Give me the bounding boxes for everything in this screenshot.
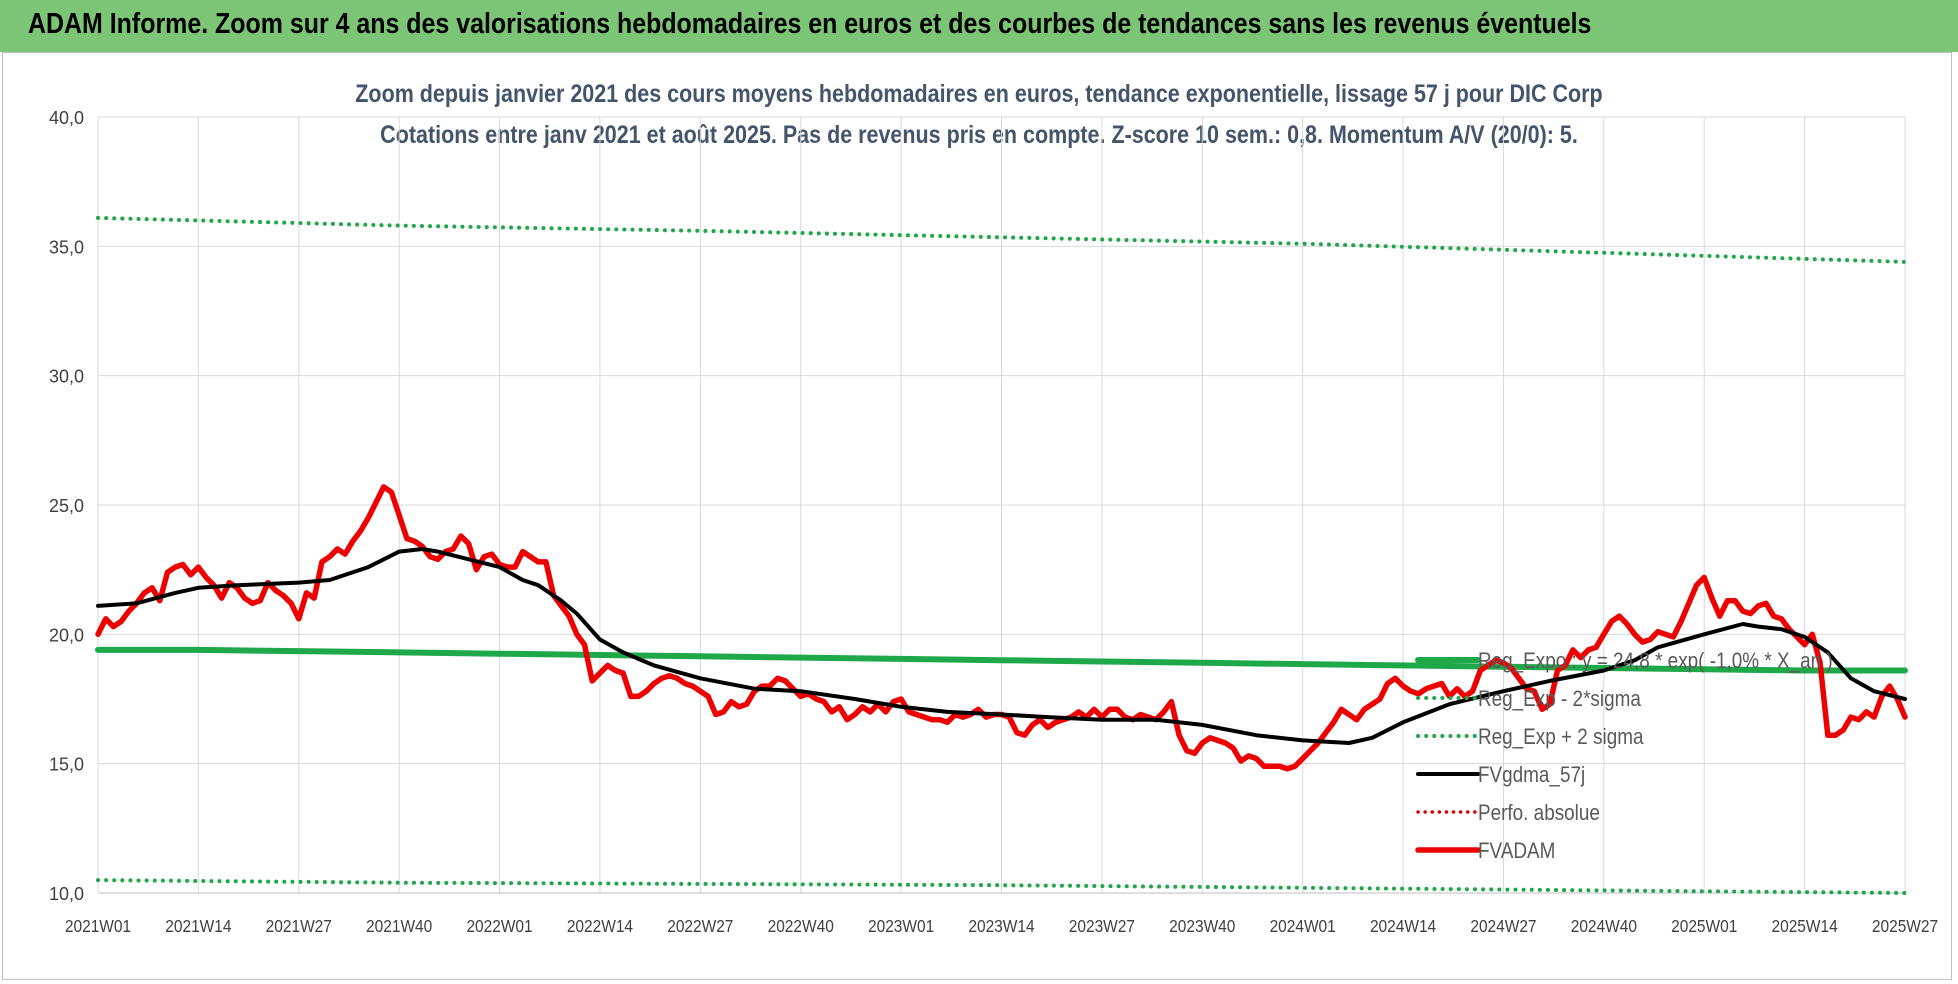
y-tick-label: 25,0 <box>49 496 84 516</box>
header-title: ADAM Informe. Zoom sur 4 ans des valoris… <box>28 8 1592 40</box>
x-tick-label: 2023W40 <box>1169 916 1235 936</box>
legend-label: FVgdma_57j <box>1478 763 1585 788</box>
series-fvgdma-57j <box>96 547 1907 745</box>
chart-panel <box>2 52 1952 980</box>
chart-title-line-1: Zoom depuis janvier 2021 des cours moyen… <box>355 80 1603 108</box>
x-tick-label: 2021W01 <box>65 916 131 936</box>
x-tick-label: 2023W14 <box>968 916 1034 936</box>
x-tick-labels: 2021W01 2021W14 2021W27 2021W40 2022W01 2022W… <box>65 916 1938 936</box>
y-tick-label: 30,0 <box>49 367 84 387</box>
legend-label: Reg_Expo : y = 24,8 * exp( -1,0% * X_an … <box>1478 649 1833 674</box>
x-tick-label: 2023W01 <box>868 916 934 936</box>
series-reg-expo <box>95 646 1908 674</box>
x-tick-label: 2023W27 <box>1069 916 1135 936</box>
header-banner: ADAM Informe. Zoom sur 4 ans des valoris… <box>0 0 1958 52</box>
y-tick-labels: 10,0 15,0 20,0 25,0 30,0 35,0 40,0 <box>49 108 84 904</box>
y-tick-label: 15,0 <box>49 755 84 775</box>
x-tick-label: 2024W40 <box>1571 916 1637 936</box>
x-tick-label: 2025W14 <box>1772 916 1838 936</box>
chart-title-line-2: Cotations entre janv 2021 et août 2025. … <box>380 121 1578 149</box>
x-tick-label: 2024W14 <box>1370 916 1436 936</box>
x-tick-label: 2021W40 <box>366 916 432 936</box>
y-tick-label: 40,0 <box>49 108 84 128</box>
legend-label: Perfo. absolue <box>1478 801 1600 826</box>
grid <box>97 116 1906 894</box>
legend-label: Reg_Exp - 2*sigma <box>1478 687 1641 712</box>
x-tick-label: 2024W01 <box>1270 916 1336 936</box>
y-tick-label: 20,0 <box>49 625 84 645</box>
legend-label: Reg_Exp + 2 sigma <box>1478 725 1644 750</box>
x-tick-label: 2021W27 <box>266 916 332 936</box>
y-tick-label: 35,0 <box>49 237 84 257</box>
legend-label: FVADAM <box>1478 839 1555 864</box>
x-tick-label: 2021W14 <box>165 916 231 936</box>
y-tick-label: 10,0 <box>49 884 84 904</box>
x-tick-label: 2022W01 <box>466 916 532 936</box>
series-reg-minus-2sigma <box>96 878 1907 895</box>
x-tick-label: 2022W40 <box>768 916 834 936</box>
x-tick-label: 2022W14 <box>567 916 633 936</box>
x-tick-label: 2025W01 <box>1671 916 1737 936</box>
x-tick-label: 2025W27 <box>1872 916 1938 936</box>
series-reg-plus-2sigma <box>96 215 1907 264</box>
legend: Reg_Expo : y = 24,8 * exp( -1,0% * X_an … <box>1415 649 1833 864</box>
x-tick-label: 2024W27 <box>1470 916 1536 936</box>
x-tick-label: 2022W27 <box>667 916 733 936</box>
series-lines <box>95 215 1908 895</box>
